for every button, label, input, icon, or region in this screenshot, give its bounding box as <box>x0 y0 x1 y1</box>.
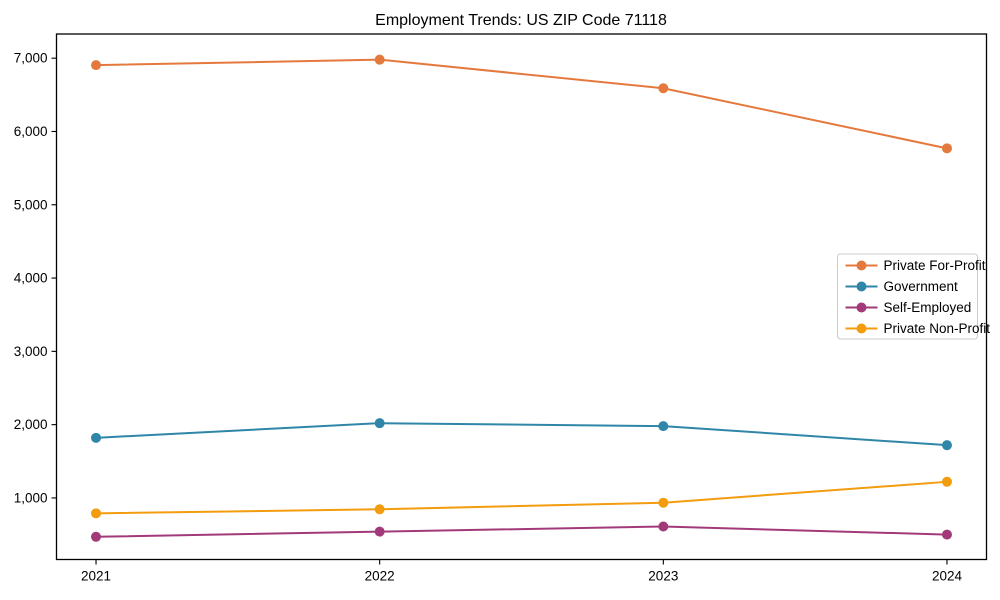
data-point <box>941 476 952 487</box>
series-line-private-for-profit <box>96 58 948 150</box>
data-point <box>374 504 385 515</box>
data-point <box>91 508 102 519</box>
data-point <box>658 521 669 532</box>
legend-entry-label: Private For-Profit <box>884 258 986 273</box>
legend-marker-dot <box>856 302 867 313</box>
legend-marker-dot <box>856 260 867 271</box>
data-point <box>658 83 669 94</box>
y-tick-label: 5,000 <box>14 197 48 212</box>
data-point <box>941 440 952 451</box>
y-tick-label: 3,000 <box>14 344 48 359</box>
series-line-self-employed <box>96 525 948 538</box>
data-point <box>941 143 952 154</box>
plot-area-frame <box>55 33 988 561</box>
legend-entry-label: Self-Employed <box>884 300 972 315</box>
data-point <box>941 529 952 540</box>
x-tick-label: 2023 <box>648 569 678 584</box>
y-tick-label: 4,000 <box>14 271 48 286</box>
x-tick-label: 2024 <box>932 569 963 584</box>
legend-box <box>837 253 978 340</box>
y-tick-label: 6,000 <box>14 124 48 139</box>
data-point <box>91 432 102 443</box>
data-point <box>658 421 669 432</box>
legend-marker-dot <box>856 323 867 334</box>
series-line-government <box>95 422 948 447</box>
y-tick-label: 7,000 <box>14 51 48 66</box>
legend-marker-dot <box>856 281 867 292</box>
y-tick-label: 2,000 <box>14 417 48 432</box>
x-tick-label: 2021 <box>81 569 111 584</box>
data-point <box>91 531 102 542</box>
data-point <box>658 497 669 508</box>
chart-title: Employment Trends: US ZIP Code 71118 <box>375 12 667 29</box>
legend-entry-label: Government <box>884 279 959 294</box>
y-tick-label: 1,000 <box>14 490 48 505</box>
plot-group: 1,000 2,000 3,000 4,000 5,000 6,000 7,000 2021 2… <box>14 33 991 584</box>
data-point <box>91 60 102 71</box>
x-tick-label: 2022 <box>365 569 395 584</box>
data-point <box>374 54 385 65</box>
data-point <box>374 418 385 429</box>
legend-entry-label: Private Non-Profit <box>884 321 991 336</box>
series-line-private-non-profit <box>96 480 948 515</box>
data-point <box>374 526 385 537</box>
